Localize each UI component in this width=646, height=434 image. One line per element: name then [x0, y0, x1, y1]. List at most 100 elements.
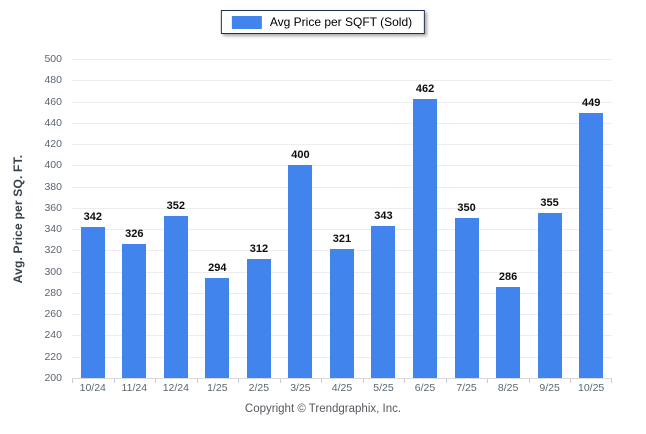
- x-tick-label: 10/24: [79, 382, 106, 394]
- x-axis-tick-mark: [113, 379, 115, 383]
- bar-value-label: 343: [374, 210, 393, 222]
- bar[interactable]: 326: [122, 228, 147, 378]
- bar[interactable]: 342: [80, 211, 105, 378]
- x-axis-tick-mark: [570, 379, 572, 383]
- bar[interactable]: 312: [246, 243, 271, 378]
- y-tick-label: 400: [44, 159, 62, 172]
- copyright-text: Copyright © Trendgraphix, Inc.: [244, 403, 402, 415]
- gridline: [72, 144, 612, 146]
- bar-value-label: 462: [415, 83, 435, 95]
- plot-area: 342 326 352 294 312 400 321 343 462 350 286 355 449: [72, 59, 612, 383]
- y-tick-label: 500: [44, 53, 62, 65]
- x-tick-label: 8/25: [497, 382, 519, 394]
- bar-value-label: 286: [498, 271, 518, 283]
- y-tick-label: 440: [44, 116, 62, 129]
- bar-slot: 343: [362, 59, 405, 383]
- bar-value-label: 321: [332, 233, 352, 245]
- bar-slot: 352: [155, 59, 197, 383]
- bar-value-label: 326: [125, 228, 144, 240]
- x-axis-tick-mark: [72, 379, 73, 383]
- x-axis-tick-mark: [279, 379, 281, 383]
- x-tick-label: 12/24: [162, 382, 189, 394]
- y-tick-label: 480: [44, 74, 62, 87]
- gridline: [72, 186, 612, 188]
- y-tick-label: 240: [44, 329, 62, 342]
- gridline: [72, 229, 612, 231]
- bar[interactable]: 350: [454, 202, 479, 378]
- y-tick-label: 340: [44, 223, 62, 236]
- y-axis-title: Avg. Price per SQ. FT.: [11, 154, 25, 284]
- x-axis-tick-labels: 10/24 11/24 12/24 1/25 2/25 3/25 4/25 5/25 6/25 7…: [72, 382, 612, 394]
- bar[interactable]: 352: [163, 200, 188, 378]
- bar-value-label: 294: [208, 262, 227, 274]
- bar[interactable]: 343: [371, 210, 396, 378]
- x-tick-label: 3/25: [290, 382, 311, 394]
- y-tick-label: 420: [44, 138, 62, 151]
- gridline: [72, 101, 612, 103]
- x-axis-tick-mark: [362, 379, 364, 383]
- x-tick-label: 6/25: [414, 382, 436, 394]
- bar[interactable]: 321: [329, 233, 354, 378]
- bar-series: 342 326 352 294 312 400 321 343 462 350 286 355 449: [72, 59, 612, 383]
- bar[interactable]: 286: [496, 271, 521, 378]
- bar-slot: 355: [528, 59, 571, 383]
- y-tick-label: 260: [44, 308, 62, 321]
- y-tick-label: 220: [44, 350, 62, 363]
- bar-value-label: 449: [581, 97, 601, 109]
- y-tick-label: 320: [44, 244, 62, 257]
- bar-slot: 326: [113, 59, 156, 383]
- bar-value-label: 342: [83, 211, 102, 223]
- bar-value-label: 355: [540, 197, 559, 209]
- x-tick-label: 7/25: [456, 382, 477, 394]
- y-tick-label: 200: [44, 372, 62, 384]
- legend-label: Avg Price per SQFT (Sold): [269, 15, 413, 29]
- x-tick-label: 5/25: [373, 382, 394, 394]
- bar-slot: 312: [238, 59, 280, 383]
- bar-slot: 294: [196, 59, 239, 383]
- x-axis-tick-mark: [487, 379, 489, 383]
- x-tick-label: 9/25: [539, 382, 560, 394]
- x-tick-label: 4/25: [331, 382, 353, 394]
- y-tick-label: 380: [44, 180, 62, 193]
- y-tick-label: 280: [44, 286, 62, 299]
- bar[interactable]: 400: [288, 149, 313, 378]
- gridline: [72, 59, 612, 60]
- bar[interactable]: 462: [413, 83, 438, 378]
- x-axis-tick-mark: [238, 379, 240, 383]
- y-tick-label: 460: [44, 95, 62, 108]
- gridline: [72, 207, 612, 209]
- x-tick-label: 1/25: [207, 382, 228, 394]
- bar-slot: 286: [487, 59, 529, 383]
- bar-value-label: 350: [457, 202, 476, 214]
- x-axis-tick-mark: [321, 379, 323, 383]
- bar[interactable]: 294: [205, 262, 230, 378]
- x-tick-label: 11/24: [121, 382, 148, 394]
- x-axis-tick-mark: [445, 379, 447, 383]
- gridline: [72, 165, 612, 167]
- bar-value-label: 352: [166, 200, 186, 212]
- gridline: [72, 122, 612, 124]
- legend-swatch-icon: [231, 15, 262, 29]
- bar-slot: 462: [404, 59, 446, 383]
- bar[interactable]: 449: [579, 97, 604, 378]
- x-axis-tick-mark: [155, 379, 157, 383]
- y-tick-label: 300: [44, 265, 62, 278]
- bar[interactable]: 355: [537, 197, 562, 378]
- bar-value-label: 400: [291, 149, 310, 161]
- x-tick-label: 2/25: [248, 382, 270, 394]
- bar-slot: 342: [72, 59, 114, 383]
- x-axis-tick-mark: [404, 379, 406, 383]
- bar-slot: 321: [321, 59, 363, 383]
- bar-value-label: 312: [249, 243, 269, 255]
- bar-slot: 400: [279, 59, 322, 383]
- x-tick-label: 10/25: [578, 382, 605, 394]
- x-axis-tick-mark: [610, 379, 612, 383]
- x-axis-tick-mark: [196, 379, 198, 383]
- y-axis-tick-labels: 200 220 240 260 280 300 320 340 360 380 400 420 440 4…: [30, 53, 66, 384]
- legend: Avg Price per SQFT (Sold): [220, 10, 426, 34]
- bar-slot: 449: [570, 59, 612, 383]
- bar-slot: 350: [445, 59, 488, 383]
- gridline: [72, 80, 612, 82]
- y-tick-label: 360: [44, 201, 62, 214]
